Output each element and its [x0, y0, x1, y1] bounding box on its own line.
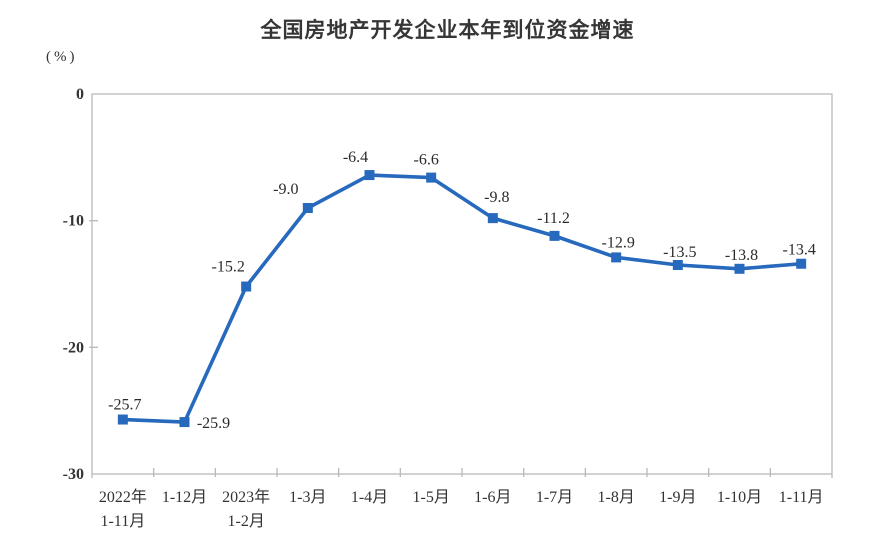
data-point-label: -13.4: [783, 242, 816, 259]
y-tick-label: -30: [63, 466, 84, 483]
chart-title: 全国房地产开发企业本年到位资金增速: [260, 19, 635, 42]
x-tick-label: 1-6月: [474, 489, 511, 506]
data-point-label: -13.8: [725, 247, 758, 264]
data-point-marker: [117, 414, 128, 425]
x-tick-label: 1-5月: [412, 489, 449, 506]
data-point-marker: [796, 258, 807, 269]
x-tick-label: 2022年: [99, 488, 147, 506]
data-point-label: -9.0: [273, 181, 298, 198]
data-point-marker: [302, 203, 313, 213]
x-tick-label: 1-4月: [351, 489, 388, 506]
data-point-label: -6.4: [343, 149, 368, 166]
data-point-label: -25.9: [197, 415, 230, 432]
x-tick-label: 1-11月: [100, 513, 145, 530]
data-point-label: -13.5: [663, 244, 696, 261]
data-point-marker: [611, 252, 622, 263]
y-tick-label: 0: [76, 86, 84, 103]
data-point-label: -12.9: [602, 234, 635, 251]
data-point-marker: [672, 260, 683, 270]
data-point-label: -11.2: [537, 210, 570, 227]
data-line: [121, 173, 803, 424]
data-point-marker: [364, 170, 375, 181]
x-tick-label: 1-9月: [659, 489, 696, 506]
data-point-marker: [241, 281, 252, 292]
y-tick-label: -10: [63, 213, 84, 230]
data-point-label: -15.2: [212, 259, 245, 276]
data-point-marker: [487, 213, 498, 224]
x-tick-label: 2023年: [222, 488, 270, 506]
x-tick-label: 1-7月: [536, 489, 573, 506]
x-tick-label: 1-12月: [162, 489, 207, 506]
x-tick-label: 1-10月: [717, 489, 762, 506]
data-point-marker: [734, 263, 745, 274]
data-point-label: -9.8: [484, 189, 509, 206]
y-axis-unit-label: (%): [46, 49, 78, 65]
x-tick-label: 1-3月: [289, 489, 326, 506]
data-point-label: -25.7: [108, 397, 141, 414]
x-tick-label: 1-11月: [779, 489, 824, 506]
data-point-marker: [426, 172, 437, 183]
x-tick-label: 1-8月: [597, 489, 634, 506]
data-point-marker: [179, 417, 190, 428]
x-tick-label: 1-2月: [227, 513, 264, 530]
y-tick-label: -20: [63, 339, 84, 356]
data-point-label: -6.6: [414, 152, 439, 169]
data-point-marker: [549, 230, 560, 241]
